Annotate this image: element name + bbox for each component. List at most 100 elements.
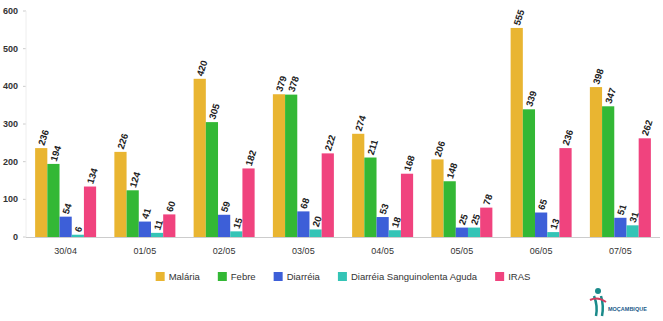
bars: [35, 28, 651, 237]
bar: [139, 222, 151, 237]
bar: [273, 94, 285, 237]
y-tick-label: 400: [3, 81, 18, 91]
data-label: 31: [627, 210, 641, 224]
data-label: 555: [511, 7, 527, 26]
data-label: 347: [603, 86, 618, 104]
bar: [456, 228, 468, 237]
data-label: 20: [310, 215, 324, 228]
data-label: 274: [353, 113, 369, 132]
bar: [626, 225, 638, 237]
bar: [364, 158, 376, 237]
x-tick-label: 02/05: [213, 246, 236, 256]
x-tick-label: 06/05: [530, 246, 553, 256]
bar: [194, 79, 206, 237]
bar: [47, 164, 59, 237]
bar: [114, 152, 126, 237]
bar: [639, 138, 651, 237]
bar: [72, 235, 84, 237]
bar: [285, 95, 297, 237]
data-label: 13: [548, 217, 562, 230]
data-label: 378: [286, 75, 301, 93]
bar: [242, 168, 254, 237]
bar: [614, 218, 626, 237]
data-label: 194: [48, 143, 64, 162]
data-label: 41: [139, 206, 153, 220]
bar: [297, 211, 309, 237]
bar: [84, 187, 96, 237]
logo-shape: [595, 288, 601, 294]
bar: [590, 87, 602, 237]
legend-item: Malária: [156, 271, 201, 282]
bar: [60, 217, 72, 237]
data-label: 78: [481, 193, 495, 206]
x-axis-line: [26, 237, 660, 238]
data-label: 60: [164, 200, 178, 213]
data-label: 211: [365, 137, 380, 156]
bar: [468, 228, 480, 237]
data-label: 124: [127, 170, 143, 189]
bar: [309, 229, 321, 237]
bar: [559, 148, 571, 237]
data-label: 11: [152, 218, 166, 232]
x-tick-label: 01/05: [134, 246, 157, 256]
bar: [535, 213, 547, 237]
x-tick-label: 07/05: [609, 246, 632, 256]
data-label: 236: [560, 128, 575, 146]
data-label: 6: [72, 225, 84, 233]
bar: [547, 232, 559, 237]
y-tick-label: 0: [13, 232, 18, 242]
legend-label: Febre: [231, 271, 256, 282]
bar: [218, 215, 230, 237]
legend-swatch: [156, 272, 165, 281]
bar: [602, 106, 614, 237]
data-label: 305: [206, 102, 222, 121]
data-label: 206: [432, 140, 447, 158]
legend-swatch: [274, 272, 283, 281]
legend-label: Malária: [169, 271, 201, 282]
data-label: 51: [615, 202, 629, 216]
data-labels: 2361945461342261244111604203055915182379…: [36, 7, 655, 233]
bar: [377, 217, 389, 237]
y-tick-label: 100: [3, 194, 18, 204]
bar: [511, 28, 523, 237]
bar: [151, 233, 163, 237]
data-label: 262: [639, 118, 654, 136]
legend: Malária Febre Diarréia Diarréia Sanguinolen…: [156, 271, 531, 282]
y-tick-label: 300: [3, 119, 18, 129]
data-label: 59: [219, 200, 233, 213]
bar: [389, 230, 401, 237]
data-label: 25: [456, 212, 470, 226]
legend-swatch: [218, 272, 227, 281]
data-label: 222: [322, 134, 337, 152]
data-label: 15: [231, 216, 245, 230]
x-tick-label: 05/05: [451, 246, 474, 256]
data-label: 182: [243, 149, 258, 167]
bar: [322, 153, 334, 237]
data-label: 53: [377, 202, 391, 215]
bar: [523, 109, 535, 237]
bar: [480, 208, 492, 237]
data-label: 420: [194, 59, 209, 77]
logo: MOÇAMBIQUE: [590, 288, 647, 316]
legend-swatch: [495, 272, 504, 281]
data-label: 65: [536, 197, 550, 211]
data-label: 18: [389, 215, 403, 228]
data-label: 148: [444, 161, 459, 179]
logo-text: MOÇAMBIQUE: [608, 306, 647, 312]
legend-label: Diarréia: [287, 271, 321, 282]
bar: [206, 122, 218, 237]
bar: [352, 134, 364, 237]
legend-item: Diarréia Sanguinolenta Aguda: [338, 271, 478, 282]
y-tick-label: 500: [3, 44, 18, 54]
bar: [401, 174, 413, 237]
bar: [431, 159, 443, 237]
legend-item: IRAS: [495, 271, 530, 282]
y-axis-line: [26, 11, 27, 237]
x-tick-label: 04/05: [371, 246, 394, 256]
legend-item: Febre: [218, 271, 256, 282]
data-label: 54: [60, 201, 74, 215]
data-label: 25: [469, 212, 483, 226]
bar: [230, 231, 242, 237]
data-label: 236: [36, 128, 51, 146]
bar: [127, 190, 139, 237]
